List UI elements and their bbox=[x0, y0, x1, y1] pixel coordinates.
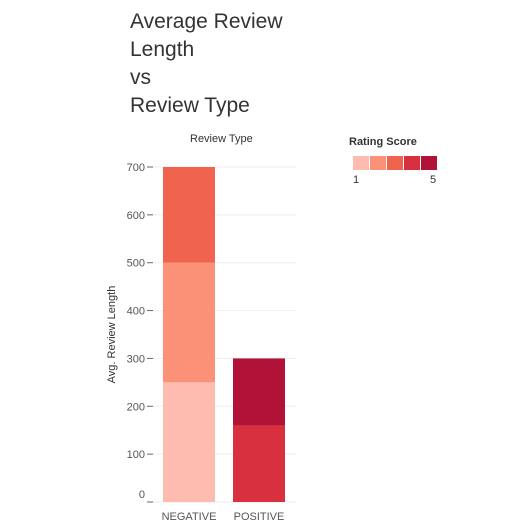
title-line-2: Length bbox=[130, 38, 195, 61]
y-tick-label-400: 400 bbox=[127, 306, 145, 318]
y-axis-title: Avg. Review Length bbox=[106, 286, 118, 384]
y-tick-label-700: 700 bbox=[127, 162, 145, 174]
bar-positive-rating-5[interactable] bbox=[233, 358, 285, 426]
column-header: Review Type bbox=[190, 133, 253, 145]
bar-negative-rating-1[interactable] bbox=[163, 382, 215, 502]
y-tick-label-600: 600 bbox=[127, 210, 145, 222]
legend-title: Rating Score bbox=[349, 136, 417, 148]
y-tick-label-300: 300 bbox=[127, 353, 145, 365]
color-legend[interactable] bbox=[353, 156, 438, 170]
legend-min-label: 1 bbox=[353, 174, 360, 186]
legend-swatch-2 bbox=[370, 156, 386, 170]
y-tick-label-200: 200 bbox=[127, 401, 145, 413]
title-line-4: Review Type bbox=[130, 94, 250, 117]
x-tick-label-negative: NEGATIVE bbox=[162, 511, 217, 523]
y-tick-label-500: 500 bbox=[127, 258, 145, 270]
legend-swatch-5 bbox=[421, 156, 437, 170]
y-tick-label-0: 0 bbox=[139, 489, 145, 501]
bar-positive-rating-4[interactable] bbox=[233, 425, 285, 502]
bar-negative-rating-3[interactable] bbox=[163, 167, 215, 263]
chart-title: Average Review Length vs Review Type bbox=[130, 8, 283, 120]
bar-negative-rating-2[interactable] bbox=[163, 262, 215, 383]
title-line-1: Average Review bbox=[130, 10, 283, 33]
title-line-3: vs bbox=[130, 66, 151, 89]
legend-swatch-3 bbox=[387, 156, 403, 170]
legend-swatch-4 bbox=[404, 156, 420, 170]
legend-max-label: 5 bbox=[430, 174, 437, 186]
x-tick-label-positive: POSITIVE bbox=[234, 511, 285, 523]
y-tick-label-100: 100 bbox=[127, 449, 145, 461]
legend-swatch-1 bbox=[353, 156, 369, 170]
